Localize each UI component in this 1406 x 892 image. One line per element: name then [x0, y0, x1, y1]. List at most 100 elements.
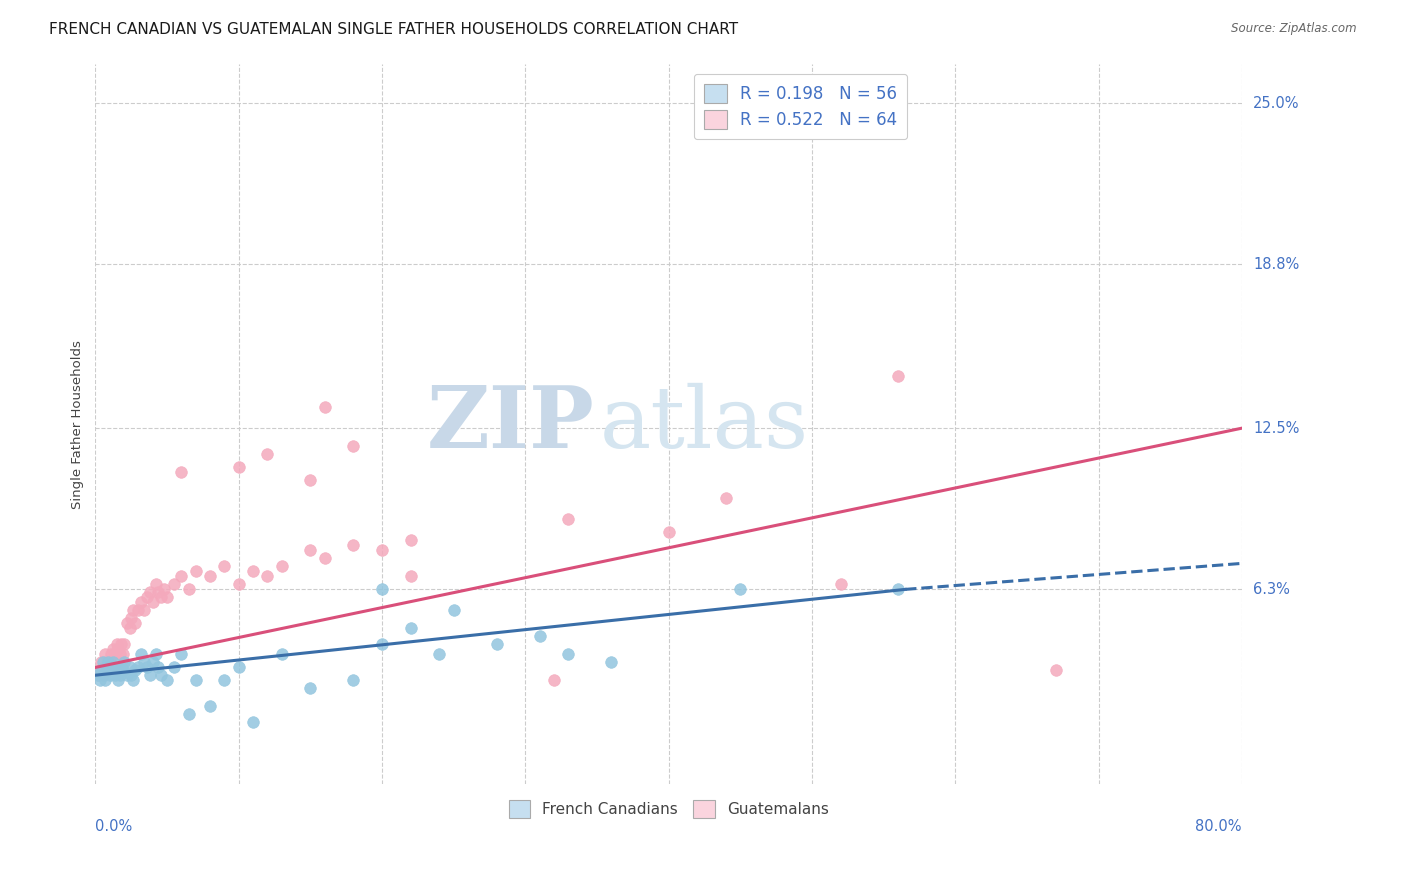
- Text: Source: ZipAtlas.com: Source: ZipAtlas.com: [1232, 22, 1357, 36]
- Point: [97, 655, 120, 669]
- Point: [91, 655, 114, 669]
- Point: [156, 673, 179, 688]
- Point: [104, 668, 127, 682]
- Point: [112, 655, 135, 669]
- Point: [342, 439, 364, 453]
- Point: [93, 660, 115, 674]
- Point: [112, 637, 135, 651]
- Point: [443, 603, 465, 617]
- Point: [111, 663, 134, 677]
- Point: [132, 603, 155, 617]
- Text: 18.8%: 18.8%: [1253, 257, 1299, 272]
- Point: [242, 564, 264, 578]
- Point: [371, 582, 394, 597]
- Point: [557, 648, 579, 662]
- Text: 25.0%: 25.0%: [1253, 95, 1299, 111]
- Point: [658, 525, 681, 540]
- Point: [342, 538, 364, 552]
- Point: [830, 577, 852, 591]
- Point: [93, 668, 115, 682]
- Point: [98, 668, 121, 682]
- Point: [91, 668, 114, 682]
- Point: [132, 655, 155, 669]
- Point: [270, 559, 292, 574]
- Point: [177, 582, 200, 597]
- Text: 0.0%: 0.0%: [96, 819, 132, 834]
- Point: [115, 616, 138, 631]
- Point: [299, 473, 322, 487]
- Point: [127, 603, 149, 617]
- Point: [115, 668, 138, 682]
- Point: [887, 582, 910, 597]
- Point: [163, 577, 186, 591]
- Point: [124, 663, 146, 677]
- Point: [108, 648, 131, 662]
- Point: [103, 660, 125, 674]
- Point: [107, 642, 129, 657]
- Point: [121, 673, 143, 688]
- Point: [163, 660, 186, 674]
- Point: [118, 621, 141, 635]
- Point: [111, 648, 134, 662]
- Point: [150, 668, 173, 682]
- Point: [142, 655, 165, 669]
- Point: [214, 673, 236, 688]
- Point: [529, 629, 551, 643]
- Point: [107, 673, 129, 688]
- Point: [87, 668, 110, 682]
- Point: [150, 590, 173, 604]
- Point: [89, 673, 111, 688]
- Point: [101, 642, 124, 657]
- Point: [87, 668, 110, 682]
- Text: atlas: atlas: [600, 383, 808, 466]
- Point: [110, 660, 132, 674]
- Point: [371, 543, 394, 558]
- Point: [314, 401, 336, 415]
- Point: [98, 655, 121, 669]
- Text: 6.3%: 6.3%: [1253, 582, 1289, 597]
- Point: [105, 663, 128, 677]
- Point: [94, 673, 117, 688]
- Point: [108, 668, 131, 682]
- Point: [228, 660, 250, 674]
- Point: [256, 569, 278, 583]
- Point: [104, 648, 127, 662]
- Point: [142, 595, 165, 609]
- Point: [198, 569, 221, 583]
- Point: [399, 533, 422, 547]
- Point: [148, 585, 170, 599]
- Point: [177, 707, 200, 722]
- Text: 12.5%: 12.5%: [1253, 421, 1299, 435]
- Point: [228, 460, 250, 475]
- Point: [270, 648, 292, 662]
- Point: [97, 663, 120, 677]
- Point: [256, 447, 278, 461]
- Point: [371, 637, 394, 651]
- Point: [342, 673, 364, 688]
- Point: [96, 655, 118, 669]
- Point: [148, 660, 170, 674]
- Point: [427, 648, 450, 662]
- Text: 80.0%: 80.0%: [1195, 819, 1241, 834]
- Point: [90, 663, 112, 677]
- Point: [145, 577, 167, 591]
- Point: [96, 660, 118, 674]
- Point: [136, 660, 159, 674]
- Point: [90, 655, 112, 669]
- Point: [120, 668, 142, 682]
- Point: [242, 714, 264, 729]
- Point: [139, 668, 162, 682]
- Point: [198, 699, 221, 714]
- Point: [100, 663, 122, 677]
- Point: [156, 590, 179, 604]
- Point: [100, 648, 122, 662]
- Point: [887, 369, 910, 384]
- Point: [170, 569, 193, 583]
- Point: [314, 551, 336, 566]
- Point: [214, 559, 236, 574]
- Point: [110, 637, 132, 651]
- Point: [105, 637, 128, 651]
- Point: [129, 595, 152, 609]
- Point: [399, 569, 422, 583]
- Text: FRENCH CANADIAN VS GUATEMALAN SINGLE FATHER HOUSEHOLDS CORRELATION CHART: FRENCH CANADIAN VS GUATEMALAN SINGLE FAT…: [49, 22, 738, 37]
